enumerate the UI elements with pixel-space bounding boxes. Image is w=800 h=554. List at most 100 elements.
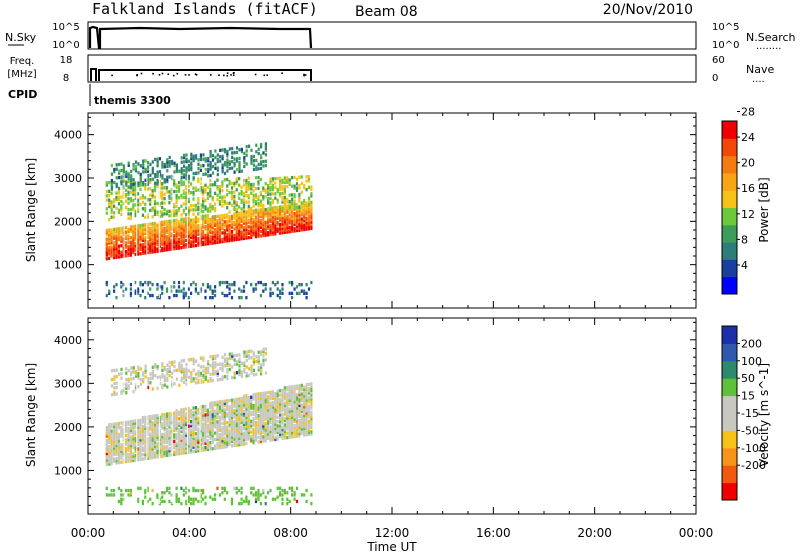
heatmap-cell xyxy=(127,253,130,258)
heatmap-cell xyxy=(141,238,144,242)
heatmap-cell xyxy=(110,228,113,232)
heatmap-cell xyxy=(295,417,299,421)
heatmap-cell xyxy=(127,431,130,435)
heatmap-cell xyxy=(240,425,243,429)
heatmap-cell xyxy=(257,365,260,370)
heatmap-cell xyxy=(149,208,152,213)
heatmap-cell xyxy=(115,197,118,202)
heatmap-cell xyxy=(242,194,246,198)
heatmap-cell xyxy=(161,192,164,197)
heatmap-cell xyxy=(214,223,217,227)
heatmap-cell xyxy=(262,216,265,220)
heatmap-cell xyxy=(185,414,188,418)
heatmap-cell xyxy=(242,207,246,211)
heatmap-cell xyxy=(144,495,147,499)
heatmap-cell xyxy=(141,289,144,293)
heatmap-cell xyxy=(192,417,195,421)
heatmap-cell xyxy=(307,209,311,214)
heatmap-cell xyxy=(218,435,221,439)
heatmap-cell xyxy=(141,200,144,204)
heatmap-cell xyxy=(242,228,246,232)
heatmap-cell xyxy=(187,420,190,424)
heatmap-cell xyxy=(110,393,113,397)
heatmap-cell xyxy=(283,202,286,206)
heatmap-cell xyxy=(173,444,176,448)
heatmap-cell xyxy=(202,229,205,234)
heatmap-cell xyxy=(144,437,147,441)
heatmap-cell xyxy=(305,291,308,295)
heatmap-cell xyxy=(293,389,296,393)
data-gap xyxy=(158,378,161,504)
heatmap-cell xyxy=(185,369,188,373)
heatmap-cell xyxy=(250,486,253,490)
heatmap-cell xyxy=(307,415,311,419)
heatmap-cell xyxy=(204,441,207,445)
heatmap-cell xyxy=(252,189,255,193)
heatmap-cell xyxy=(173,218,176,223)
heatmap-cell xyxy=(154,173,157,177)
heatmap-cell xyxy=(221,180,224,184)
heatmap-cell xyxy=(194,408,197,412)
heatmap-cell xyxy=(175,189,178,194)
heatmap-cell xyxy=(175,220,178,224)
heatmap-cell xyxy=(168,194,171,198)
heatmap-cell xyxy=(127,488,130,493)
heatmap-cell xyxy=(110,444,113,448)
heatmap-cell xyxy=(132,430,135,434)
heatmap-cell xyxy=(207,370,210,375)
heatmap-cell xyxy=(264,224,267,229)
heatmap-cell xyxy=(177,436,181,441)
heatmap-cell xyxy=(141,243,144,247)
heatmap-cell xyxy=(235,157,239,161)
heatmap-cell xyxy=(228,442,231,446)
heatmap-cell xyxy=(230,214,234,218)
x-tick-label: 04:00 xyxy=(172,526,207,540)
heatmap-cell xyxy=(197,217,200,221)
heatmap-cell xyxy=(185,221,188,225)
heatmap-cell xyxy=(255,165,258,169)
heatmap-cell xyxy=(221,237,224,242)
heatmap-cell xyxy=(274,217,277,221)
heatmap-cell xyxy=(161,362,164,366)
heatmap-cell xyxy=(182,425,185,429)
heatmap-cell xyxy=(156,283,159,287)
heatmap-cell xyxy=(187,413,190,417)
heatmap-cell xyxy=(279,430,282,434)
heatmap-cell xyxy=(242,431,246,435)
nave-point xyxy=(223,74,225,77)
heatmap-cell xyxy=(156,287,159,291)
heatmap-cell xyxy=(235,237,238,242)
heatmap-cell xyxy=(279,428,282,432)
heatmap-cell xyxy=(166,385,169,389)
heatmap-cell xyxy=(235,216,238,220)
heatmap-cell xyxy=(163,207,166,212)
heatmap-cell xyxy=(247,225,250,229)
heatmap-cell xyxy=(274,394,277,398)
heatmap-cell xyxy=(264,434,267,439)
heatmap-cell xyxy=(173,221,176,225)
heatmap-cell xyxy=(262,218,265,222)
heatmap-cell xyxy=(216,234,219,238)
heatmap-cell xyxy=(105,425,108,430)
heatmap-cell xyxy=(231,376,234,380)
heatmap-cell xyxy=(144,206,147,211)
heatmap-cell xyxy=(291,406,294,411)
heatmap-cell xyxy=(271,422,274,427)
heatmap-cell xyxy=(259,398,262,402)
heatmap-cell xyxy=(187,176,190,181)
heatmap-cell xyxy=(151,189,154,193)
heatmap-cell xyxy=(202,488,205,493)
heatmap-cell xyxy=(252,287,255,291)
heatmap-cell xyxy=(209,427,212,432)
heatmap-cell xyxy=(197,228,200,232)
heatmap-cell xyxy=(206,410,209,414)
heatmap-cell xyxy=(240,296,243,300)
heatmap-cell xyxy=(161,214,164,218)
heatmap-cell xyxy=(211,440,214,444)
heatmap-cell xyxy=(149,242,152,246)
heatmap-cell xyxy=(137,287,140,291)
heatmap-cell xyxy=(120,445,123,449)
heatmap-cell xyxy=(177,410,181,414)
heatmap-cell xyxy=(146,421,149,426)
heatmap-cell xyxy=(267,430,270,434)
